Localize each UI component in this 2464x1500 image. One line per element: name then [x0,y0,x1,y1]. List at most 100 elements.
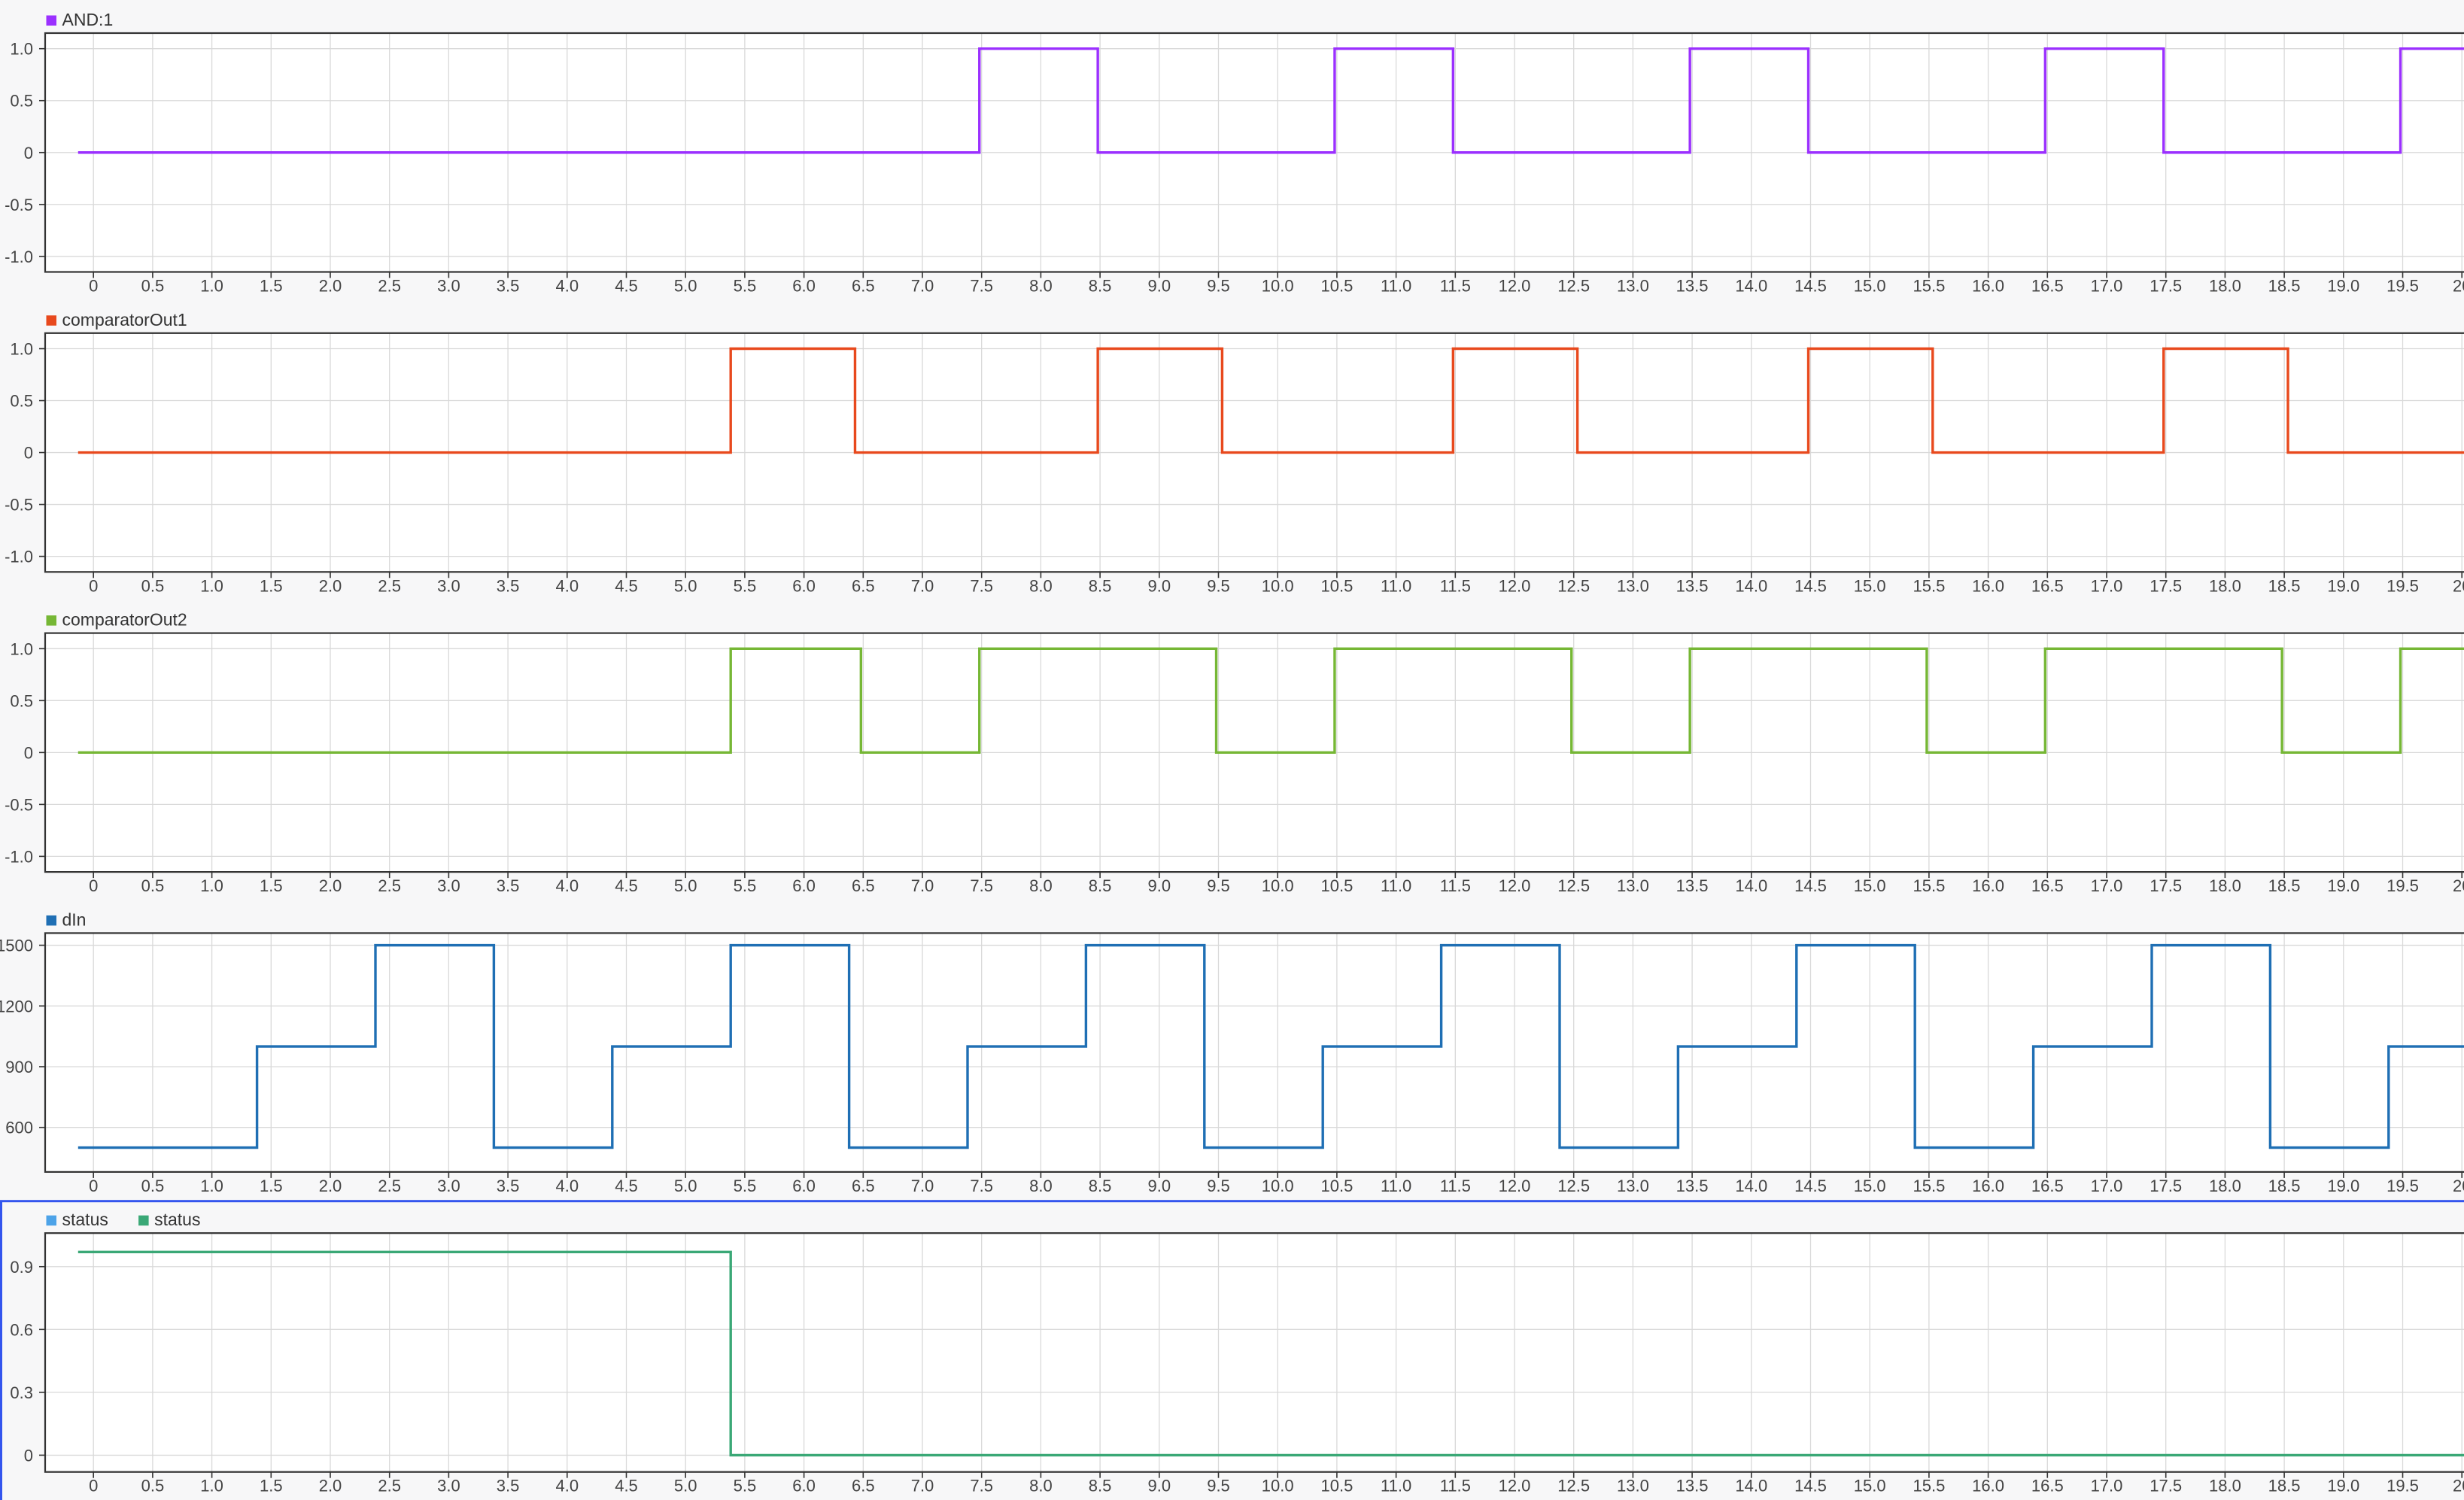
svg-text:11.5: 11.5 [1440,1177,1471,1195]
svg-text:9.0: 9.0 [1148,876,1171,895]
svg-text:1.0: 1.0 [200,1177,223,1195]
svg-text:18.0: 18.0 [2209,277,2241,296]
svg-text:19.5: 19.5 [2387,1177,2419,1195]
svg-text:4.0: 4.0 [556,277,579,296]
svg-text:10.5: 10.5 [1320,277,1353,296]
svg-text:7.5: 7.5 [970,876,993,895]
svg-text:7.0: 7.0 [911,1177,934,1195]
svg-text:7.0: 7.0 [911,576,934,595]
svg-text:7.0: 7.0 [911,1477,934,1495]
svg-text:14.0: 14.0 [1735,1477,1767,1495]
svg-text:11.0: 11.0 [1381,1177,1411,1195]
svg-text:15.5: 15.5 [1913,277,1945,296]
svg-text:-0.5: -0.5 [5,496,33,515]
svg-text:16.5: 16.5 [2031,876,2064,895]
svg-text:0.6: 0.6 [10,1320,33,1339]
svg-text:-1.0: -1.0 [5,247,33,266]
svg-text:8.0: 8.0 [1029,1177,1053,1195]
svg-text:17.5: 17.5 [2150,1477,2182,1495]
svg-text:2.5: 2.5 [378,277,401,296]
svg-text:10.0: 10.0 [1262,1477,1294,1495]
svg-text:0.5: 0.5 [141,876,165,895]
svg-text:7.0: 7.0 [911,277,934,296]
svg-text:2.0: 2.0 [319,876,342,895]
svg-text:5.5: 5.5 [734,576,757,595]
svg-text:0.5: 0.5 [141,1477,165,1495]
svg-text:7.0: 7.0 [911,876,934,895]
svg-text:1.0: 1.0 [200,876,223,895]
svg-text:600: 600 [5,1119,33,1137]
svg-text:4.5: 4.5 [615,876,638,895]
svg-text:8.5: 8.5 [1089,876,1112,895]
svg-text:1.5: 1.5 [260,277,283,296]
svg-text:2.5: 2.5 [378,576,401,595]
svg-text:comparatorOut2: comparatorOut2 [62,610,187,630]
svg-text:11.0: 11.0 [1381,876,1411,895]
svg-text:8.5: 8.5 [1089,576,1112,595]
svg-text:11.5: 11.5 [1440,277,1471,296]
svg-text:17.0: 17.0 [2091,576,2123,595]
svg-text:-1.0: -1.0 [5,847,33,866]
svg-text:12.5: 12.5 [1557,576,1590,595]
svg-text:1.5: 1.5 [260,1177,283,1195]
svg-text:13.5: 13.5 [1676,576,1709,595]
svg-text:18.5: 18.5 [2268,876,2301,895]
svg-text:1.5: 1.5 [260,576,283,595]
svg-text:14.0: 14.0 [1735,576,1767,595]
svg-text:2.0: 2.0 [319,1477,342,1495]
svg-text:2.5: 2.5 [378,1177,401,1195]
svg-text:1200: 1200 [0,997,33,1016]
svg-text:13.0: 13.0 [1617,277,1649,296]
svg-text:20: 20 [2453,277,2464,296]
svg-text:11.5: 11.5 [1440,1477,1471,1495]
svg-text:5.0: 5.0 [674,1177,697,1195]
svg-text:11.0: 11.0 [1381,576,1411,595]
svg-text:6.5: 6.5 [852,1177,875,1195]
svg-text:1.0: 1.0 [10,340,33,359]
svg-text:0.9: 0.9 [10,1258,33,1277]
svg-text:9.5: 9.5 [1207,876,1230,895]
svg-text:0.5: 0.5 [141,576,165,595]
svg-text:16.5: 16.5 [2031,1477,2064,1495]
svg-text:13.0: 13.0 [1617,576,1649,595]
svg-text:status: status [62,1210,108,1229]
svg-text:4.5: 4.5 [615,1177,638,1195]
svg-text:3.5: 3.5 [497,876,520,895]
svg-text:17.5: 17.5 [2150,1177,2182,1195]
svg-text:0: 0 [89,277,98,296]
svg-text:11.5: 11.5 [1440,576,1471,595]
svg-text:comparatorOut1: comparatorOut1 [62,310,187,329]
svg-text:17.5: 17.5 [2150,876,2182,895]
svg-text:0: 0 [89,876,98,895]
svg-text:14.0: 14.0 [1735,876,1767,895]
svg-text:5.0: 5.0 [674,1477,697,1495]
svg-text:18.5: 18.5 [2268,1477,2301,1495]
svg-text:-1.0: -1.0 [5,548,33,566]
svg-text:8.5: 8.5 [1089,1177,1112,1195]
svg-text:15.0: 15.0 [1854,1477,1886,1495]
svg-text:12.5: 12.5 [1557,1177,1590,1195]
svg-text:13.5: 13.5 [1676,876,1709,895]
svg-text:18.5: 18.5 [2268,576,2301,595]
svg-text:10.0: 10.0 [1262,277,1294,296]
svg-text:0.5: 0.5 [10,392,33,411]
svg-text:20: 20 [2453,1477,2464,1495]
svg-text:16.5: 16.5 [2031,277,2064,296]
svg-text:18.0: 18.0 [2209,1477,2241,1495]
svg-text:8.5: 8.5 [1089,1477,1112,1495]
svg-text:2.5: 2.5 [378,876,401,895]
svg-text:17.0: 17.0 [2091,277,2123,296]
svg-text:0: 0 [24,1446,33,1465]
svg-text:13.5: 13.5 [1676,1477,1709,1495]
svg-text:5.0: 5.0 [674,876,697,895]
svg-text:0: 0 [89,576,98,595]
svg-text:10.0: 10.0 [1262,1177,1294,1195]
svg-text:17.0: 17.0 [2091,1177,2123,1195]
svg-text:0: 0 [89,1177,98,1195]
svg-text:1.0: 1.0 [10,639,33,658]
svg-text:3.5: 3.5 [497,1477,520,1495]
svg-text:9.5: 9.5 [1207,1177,1230,1195]
svg-text:status: status [154,1210,200,1229]
svg-text:5.5: 5.5 [734,1477,757,1495]
svg-text:6.0: 6.0 [792,1477,816,1495]
